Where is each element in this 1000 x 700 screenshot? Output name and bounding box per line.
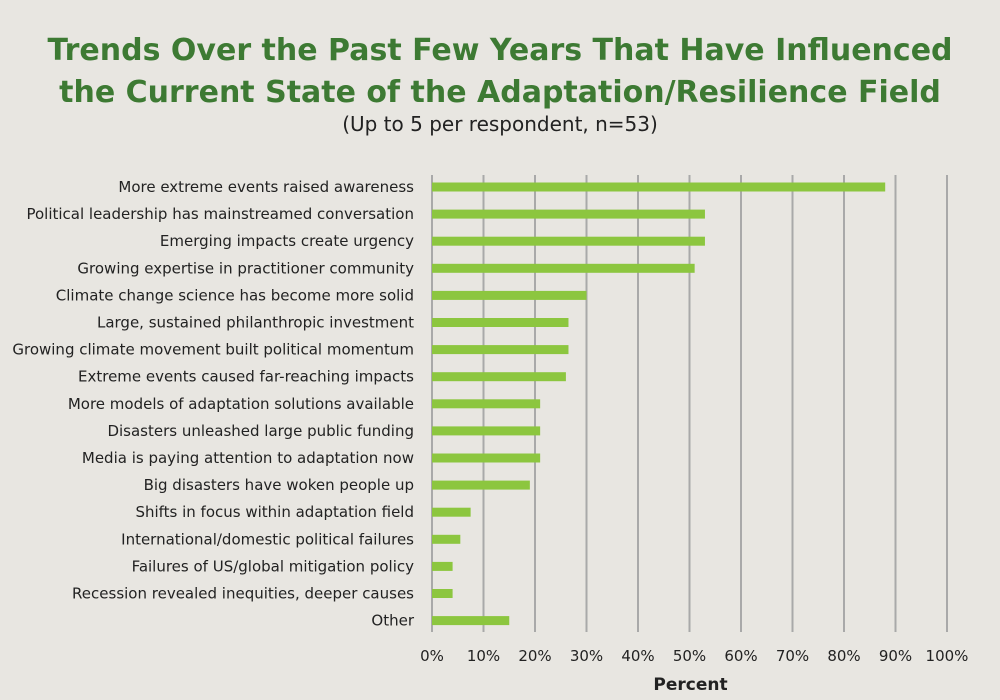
x-tick-label: 10% [467,647,500,665]
x-tick-label: 30% [570,647,603,665]
bar [432,372,566,382]
chart-subtitle: (Up to 5 per respondent, n=53) [342,112,658,136]
bar [432,589,453,598]
category-label: Disasters unleashed large public funding [107,422,414,440]
bar [432,182,886,192]
x-tick-label: 50% [673,647,706,665]
bar [432,263,695,273]
chart-title-line-2: the Current State of the Adaptation/Resi… [59,75,941,110]
bar [432,480,530,490]
bar [432,399,541,409]
category-label: Growing climate movement built political… [12,341,414,359]
category-label: Media is paying attention to adaptation … [82,449,414,467]
category-label: More models of adaptation solutions avai… [68,395,414,413]
bar [432,426,541,436]
bar [432,209,705,219]
category-label: Failures of US/global mitigation policy [132,557,415,575]
x-tick-label: 60% [724,647,757,665]
bars [432,182,886,626]
category-label: Recession revealed inequities, deeper ca… [72,585,414,603]
x-tick-label: 40% [621,647,654,665]
category-label: Emerging impacts create urgency [160,232,414,250]
category-labels: More extreme events raised awareness Poli… [12,178,414,630]
bar [432,616,510,626]
bar [432,318,569,327]
category-label: Growing expertise in practitioner commun… [77,259,414,277]
x-tick-label: 20% [518,647,551,665]
x-tick-label: 100% [926,647,969,665]
bar [432,236,705,246]
bar [432,534,461,544]
chart-title: Trends Over the Past Few Years That Have… [0,30,1000,114]
category-label: More extreme events raised awareness [118,178,414,196]
category-label: Big disasters have woken people up [144,476,414,494]
bar [432,507,471,517]
x-tick-labels: 0% 10% 20% 30% 40% 50% 60% 70% 80% 90% 100% [420,647,968,665]
x-tick-label: 0% [420,647,444,665]
category-label: Extreme events caused far-reaching impac… [78,368,414,386]
category-label: International/domestic political failure… [121,530,414,548]
bar [432,290,587,300]
category-label: Political leadership has mainstreamed co… [26,205,414,223]
x-tick-label: 90% [879,647,912,665]
x-tick-label: 70% [776,647,809,665]
bar [432,561,453,571]
x-tick-label: 80% [827,647,860,665]
chart-title-line-1: Trends Over the Past Few Years That Have… [47,33,953,68]
category-label: Other [371,612,414,630]
x-axis-title: Percent [653,675,727,695]
grid-lines [431,175,948,632]
category-label: Climate change science has become more s… [56,286,414,304]
bar [432,453,541,463]
category-label: Large, sustained philanthropic investmen… [97,314,414,332]
category-label: Shifts in focus within adaptation field [135,503,414,521]
bar [432,345,569,355]
